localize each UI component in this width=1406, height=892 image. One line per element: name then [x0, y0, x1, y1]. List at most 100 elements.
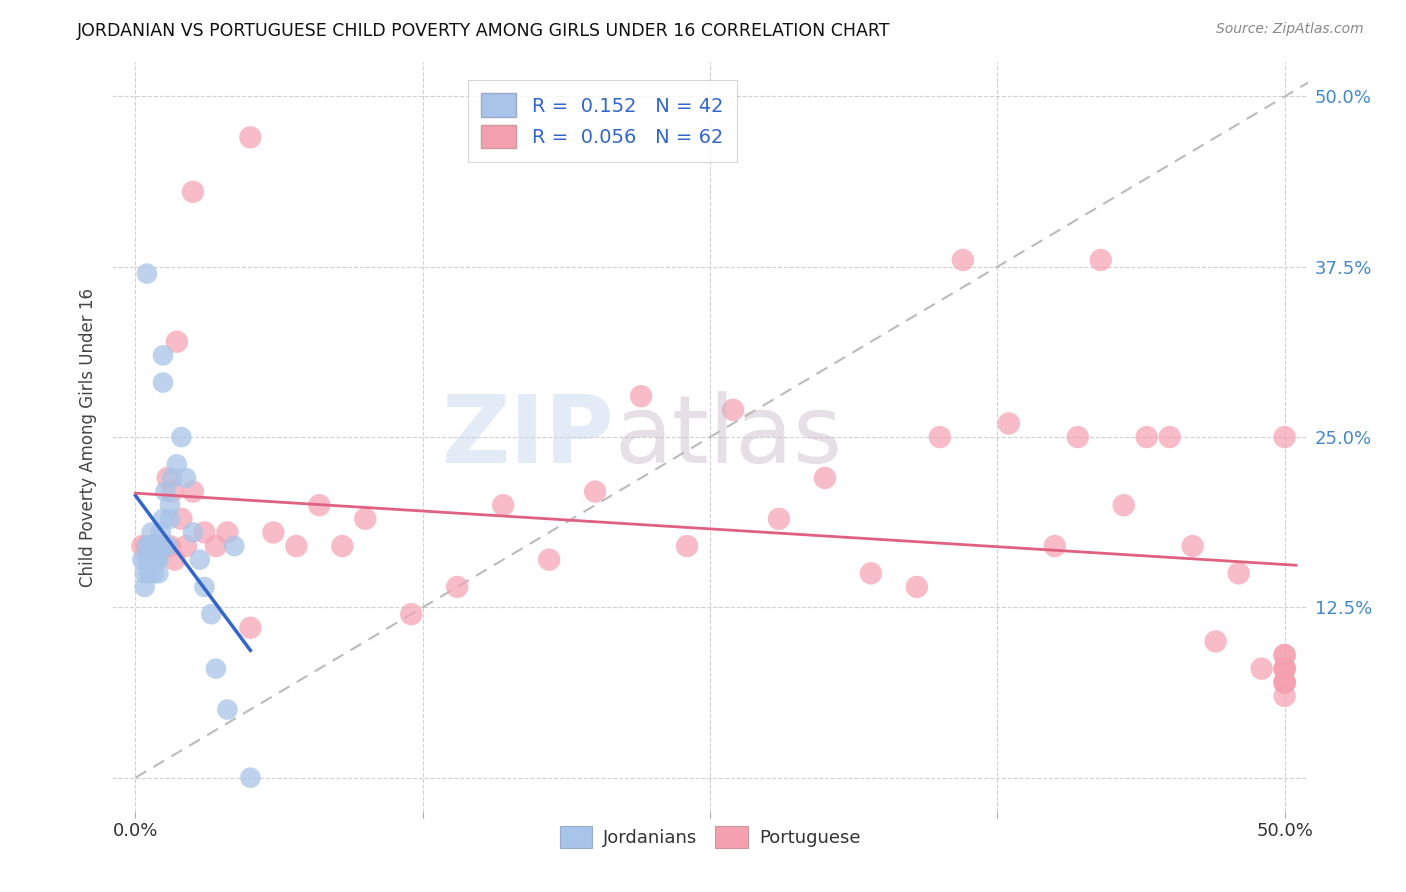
Point: [174, 471, 197, 485]
Point: [1274, 675, 1296, 690]
Point: [1274, 662, 1296, 676]
Point: [1274, 648, 1296, 662]
Point: [166, 458, 188, 472]
Point: [285, 539, 308, 553]
Point: [141, 539, 163, 553]
Point: [1274, 675, 1296, 690]
Point: [131, 539, 153, 553]
Point: [1250, 662, 1272, 676]
Point: [174, 539, 197, 553]
Y-axis label: Child Poverty Among Girls Under 16: Child Poverty Among Girls Under 16: [79, 287, 97, 587]
Point: [148, 552, 170, 566]
Point: [142, 539, 165, 553]
Point: [142, 552, 165, 566]
Point: [224, 539, 246, 553]
Point: [193, 525, 215, 540]
Point: [145, 539, 167, 553]
Point: [145, 539, 167, 553]
Point: [149, 539, 172, 553]
Point: [149, 525, 172, 540]
Point: [205, 539, 228, 553]
Point: [142, 539, 165, 553]
Point: [200, 607, 222, 622]
Point: [159, 498, 181, 512]
Point: [446, 580, 468, 594]
Point: [239, 771, 262, 785]
Point: [141, 539, 163, 553]
Point: [152, 376, 174, 390]
Point: [1043, 539, 1066, 553]
Point: [142, 539, 165, 553]
Point: [170, 430, 193, 444]
Point: [148, 539, 170, 553]
Point: [538, 552, 561, 566]
Point: [217, 702, 239, 716]
Point: [181, 525, 204, 540]
Point: [181, 484, 204, 499]
Text: Source: ZipAtlas.com: Source: ZipAtlas.com: [1216, 22, 1364, 37]
Point: [1274, 675, 1296, 690]
Point: [142, 566, 165, 581]
Point: [492, 498, 515, 512]
Point: [1274, 430, 1296, 444]
Text: JORDANIAN VS PORTUGUESE CHILD POVERTY AMONG GIRLS UNDER 16 CORRELATION CHART: JORDANIAN VS PORTUGUESE CHILD POVERTY AM…: [77, 22, 891, 40]
Point: [998, 417, 1021, 431]
Point: [162, 471, 183, 485]
Point: [141, 552, 163, 566]
Point: [134, 580, 156, 594]
Text: atlas: atlas: [614, 391, 842, 483]
Point: [1159, 430, 1181, 444]
Point: [188, 552, 211, 566]
Point: [136, 539, 159, 553]
Point: [145, 552, 167, 566]
Point: [1181, 539, 1204, 553]
Point: [152, 539, 174, 553]
Point: [138, 539, 160, 553]
Point: [401, 607, 423, 622]
Point: [148, 539, 170, 553]
Point: [205, 662, 228, 676]
Point: [1090, 252, 1112, 267]
Point: [148, 539, 170, 553]
Point: [163, 552, 186, 566]
Point: [181, 185, 204, 199]
Point: [1274, 662, 1296, 676]
Point: [136, 267, 159, 281]
Point: [1274, 662, 1296, 676]
Point: [156, 539, 179, 553]
Point: [1112, 498, 1135, 512]
Point: [583, 484, 606, 499]
Point: [721, 402, 744, 417]
Point: [159, 512, 181, 526]
Point: [262, 525, 284, 540]
Point: [1227, 566, 1250, 581]
Point: [136, 539, 159, 553]
Point: [1067, 430, 1090, 444]
Point: [159, 539, 181, 553]
Point: [170, 512, 193, 526]
Point: [136, 552, 159, 566]
Point: [217, 525, 239, 540]
Point: [138, 566, 160, 581]
Point: [162, 484, 183, 499]
Point: [354, 512, 377, 526]
Point: [155, 484, 177, 499]
Legend: Jordanians, Portuguese: Jordanians, Portuguese: [553, 819, 868, 855]
Point: [859, 566, 882, 581]
Point: [768, 512, 790, 526]
Point: [676, 539, 699, 553]
Point: [148, 566, 170, 581]
Point: [152, 539, 174, 553]
Point: [148, 539, 170, 553]
Point: [1136, 430, 1159, 444]
Point: [145, 539, 167, 553]
Point: [141, 525, 163, 540]
Point: [156, 471, 179, 485]
Point: [308, 498, 330, 512]
Point: [239, 621, 262, 635]
Point: [1274, 689, 1296, 703]
Point: [149, 539, 172, 553]
Point: [928, 430, 950, 444]
Point: [330, 539, 353, 553]
Point: [1274, 648, 1296, 662]
